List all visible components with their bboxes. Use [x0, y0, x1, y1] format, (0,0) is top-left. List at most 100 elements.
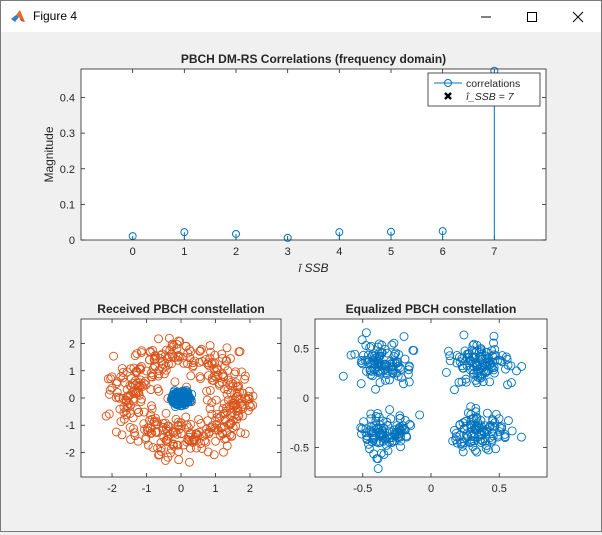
equalized-point [473, 418, 483, 428]
equalized-point [478, 436, 488, 446]
equalized-point [454, 352, 464, 362]
equalized-point [472, 378, 482, 388]
received-point [223, 385, 233, 395]
received-point [129, 428, 139, 438]
received-point [173, 355, 183, 365]
equalized-point [383, 446, 393, 456]
y-tick-label: -0.5 [290, 442, 309, 454]
x-tick-label: 4 [336, 246, 342, 258]
received-point [205, 385, 215, 395]
equalized-point [409, 346, 419, 355]
equalized-point [358, 359, 367, 369]
equalized-point [480, 361, 490, 371]
received-point [170, 377, 180, 387]
equalized-point [441, 368, 451, 377]
received-point [202, 386, 212, 396]
equalized-point [471, 358, 481, 367]
received-point [212, 409, 222, 419]
y-tick-label: 1 [69, 366, 75, 378]
received-point [171, 414, 181, 424]
received-center-point [174, 397, 184, 407]
equalized-point [365, 365, 375, 375]
received-point [194, 415, 204, 424]
received-point [225, 420, 235, 430]
equalized-point [483, 445, 493, 455]
x-tick-label: 1 [212, 483, 218, 495]
equalized-point [377, 429, 387, 439]
received-point [175, 336, 185, 346]
equalized-point [361, 328, 371, 338]
received-point [190, 432, 200, 442]
maximize-button[interactable] [509, 1, 555, 32]
equalized-point [445, 356, 455, 366]
received-point [168, 439, 178, 449]
stem-marker [438, 227, 447, 236]
equalized-point [390, 358, 399, 368]
received-point [147, 372, 157, 382]
y-tick-label: 0.1 [60, 199, 75, 211]
received-point [153, 384, 163, 394]
received-point [232, 388, 242, 398]
stem-marker [128, 232, 137, 241]
equalized-point [385, 405, 395, 415]
equalized-point [457, 354, 467, 363]
stem-marker [180, 228, 189, 237]
stem-marker [387, 227, 395, 236]
equalized-point [482, 408, 492, 418]
equalized-point [466, 414, 476, 424]
equalized-point [396, 442, 405, 452]
received-point [214, 414, 224, 423]
equalized-point [480, 436, 490, 446]
equalized-point [415, 410, 425, 420]
equalized-point [371, 437, 381, 447]
close-button[interactable] [555, 1, 601, 32]
received-center-point [175, 389, 185, 399]
received-point [163, 426, 172, 436]
received-point [147, 401, 156, 411]
received-point [195, 346, 205, 356]
received-point [183, 359, 193, 369]
received-point [152, 417, 162, 427]
received-point [132, 349, 142, 358]
equalized-point [376, 448, 386, 458]
equalized-point [488, 431, 498, 441]
received-point [181, 341, 191, 351]
received-point [195, 346, 205, 356]
received-point [146, 428, 156, 438]
equalized-point [485, 420, 495, 430]
equalized-point [368, 351, 378, 361]
received-point [153, 371, 163, 381]
y-tick-label: 0 [69, 235, 75, 247]
title-bar: Figure 4 [1, 1, 601, 32]
received-center-point [181, 390, 191, 400]
received-point [137, 346, 147, 356]
equalized-point [480, 351, 490, 361]
y-tick-label: -2 [65, 447, 75, 459]
received-point [163, 354, 172, 364]
received-point [120, 378, 130, 387]
equalized-point [380, 434, 390, 444]
received-point [222, 407, 232, 416]
equalized-point [458, 418, 468, 428]
received-point [186, 419, 196, 429]
received-point [156, 438, 166, 447]
equalized-point [466, 420, 476, 430]
equalized-point [466, 402, 476, 412]
received-point [219, 384, 229, 394]
received-point [240, 429, 250, 439]
received-point [207, 357, 217, 367]
received-point [205, 341, 215, 350]
equalized-point [392, 430, 402, 440]
received-point [139, 407, 149, 417]
equalized-point [372, 424, 382, 434]
received-point [185, 457, 194, 467]
received-point [166, 448, 175, 458]
maximize-icon [527, 12, 537, 22]
received-point [129, 363, 139, 373]
equalized-point [506, 361, 516, 371]
received-point [231, 421, 241, 431]
y-tick-label: 0 [303, 393, 309, 405]
minimize-button[interactable] [463, 1, 509, 32]
received-point [207, 373, 217, 383]
